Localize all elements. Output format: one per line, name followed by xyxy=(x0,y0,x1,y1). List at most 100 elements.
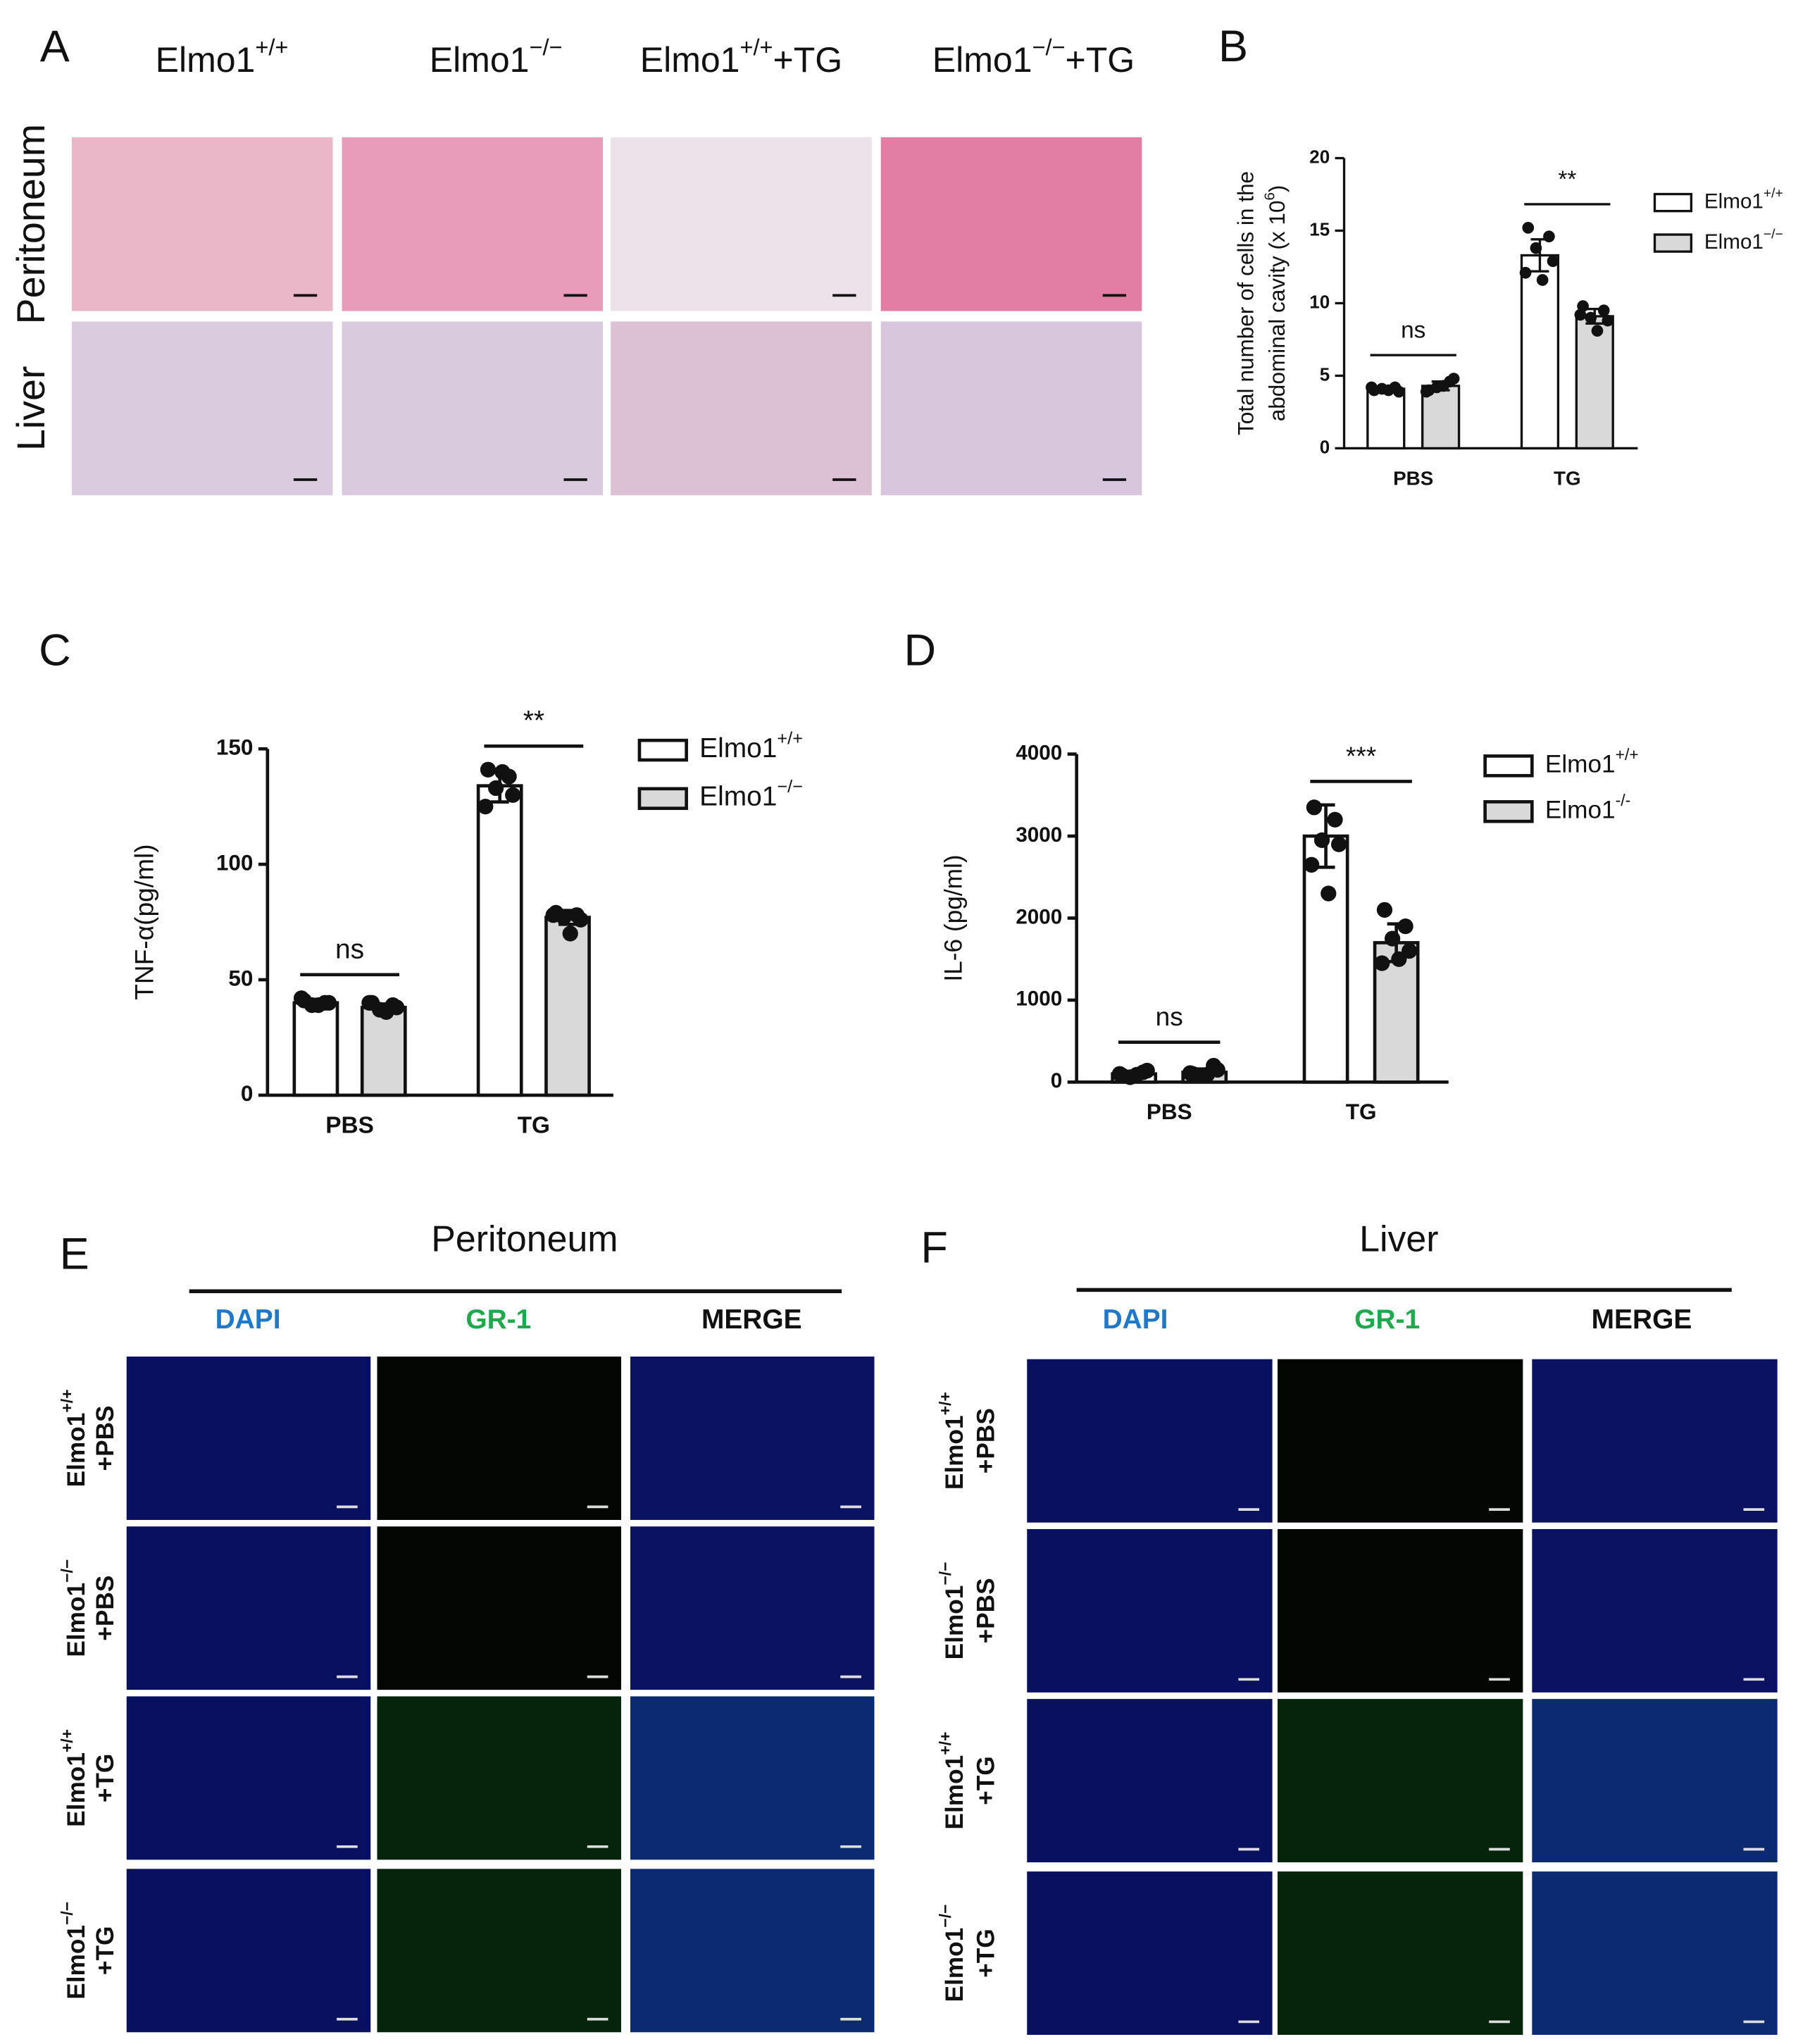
label: +PBS xyxy=(92,1576,119,1641)
superscript: +/+ xyxy=(58,1729,76,1752)
label: Elmo1+/+ xyxy=(936,1732,968,1830)
label: Elmo1−/−+TG xyxy=(932,35,1135,80)
data-point xyxy=(1437,380,1449,392)
micrograph xyxy=(1532,1528,1778,1693)
x-tick-label: PBS xyxy=(325,1112,374,1138)
panel-letter: D xyxy=(904,625,936,675)
legend-label: Elmo1 xyxy=(1545,797,1616,824)
y-tick-label: 20 xyxy=(1309,147,1330,167)
superscript: −/− xyxy=(58,1902,76,1925)
label-part: IL-6 (pg/ml) xyxy=(940,854,968,981)
data-point xyxy=(1199,1066,1216,1083)
label-part: Elmo1 xyxy=(942,1415,969,1490)
significance-label: ns xyxy=(335,935,364,965)
label: Elmo1−/− xyxy=(1704,227,1783,254)
micrograph xyxy=(377,1869,621,2033)
channel-label: DAPI xyxy=(1103,1304,1168,1335)
superscript: −/− xyxy=(936,1905,954,1928)
significance-label: ** xyxy=(1558,166,1576,192)
data-point xyxy=(545,907,561,923)
micrograph xyxy=(377,1696,621,1860)
label-part: +TG xyxy=(973,1928,1000,1978)
data-point xyxy=(1547,255,1559,268)
superscript: +/+ xyxy=(255,35,288,60)
legend-swatch xyxy=(637,738,688,762)
significance-label: *** xyxy=(1346,741,1376,771)
data-point xyxy=(478,799,494,815)
micrograph xyxy=(1027,1699,1273,1863)
legend-label: +/+ xyxy=(1764,187,1783,201)
data-point xyxy=(1530,242,1542,254)
label-part: +TG xyxy=(973,1756,1000,1805)
label: +TG xyxy=(973,1928,1000,1978)
micrograph xyxy=(71,321,333,496)
data-point xyxy=(1306,799,1323,816)
micrograph xyxy=(1027,1528,1273,1693)
y-tick-label: 50 xyxy=(228,965,253,990)
x-tick-label: TG xyxy=(1554,467,1581,489)
bar xyxy=(1366,387,1406,450)
micrograph xyxy=(1278,1871,1523,2036)
superscript: +/+ xyxy=(739,35,773,60)
label-part: Elmo1 xyxy=(942,1928,969,2002)
data-point xyxy=(480,761,497,778)
legend-label: Elmo1 xyxy=(1545,751,1616,778)
significance-label: ns xyxy=(1156,1002,1183,1031)
data-point xyxy=(1376,902,1393,918)
micrograph xyxy=(342,321,604,496)
micrograph xyxy=(71,137,333,311)
data-point xyxy=(1182,1065,1198,1081)
superscript: 6 xyxy=(1263,192,1278,200)
legend-label: +/+ xyxy=(777,728,803,748)
micrograph xyxy=(1532,1871,1778,2036)
micrograph xyxy=(630,1869,875,2033)
x-tick-label: TG xyxy=(1346,1099,1377,1124)
data-point xyxy=(1374,955,1390,971)
label: +TG xyxy=(973,1756,1000,1805)
panel-title: Liver xyxy=(1359,1219,1438,1259)
x-tick-label: PBS xyxy=(1393,467,1433,489)
data-point xyxy=(1304,856,1320,873)
data-point xyxy=(1591,325,1604,337)
label: Elmo1+/++TG xyxy=(640,35,842,80)
micrograph xyxy=(1278,1359,1523,1523)
label: +TG xyxy=(92,1926,119,1976)
legend-label: Elmo1 xyxy=(699,782,777,812)
label: +PBS xyxy=(92,1405,119,1471)
legend-label: Elmo1 xyxy=(1704,230,1764,254)
y-tick-label: 0 xyxy=(1320,437,1330,457)
label-part: Elmo1 xyxy=(942,1755,969,1830)
label: +PBS xyxy=(973,1408,1000,1473)
panel-letter: C xyxy=(39,625,70,675)
channel-label: MERGE xyxy=(701,1304,802,1335)
superscript: −/− xyxy=(529,35,562,60)
y-tick-label: 2000 xyxy=(1016,905,1062,928)
data-point xyxy=(1397,918,1413,935)
label-part: Elmo1 xyxy=(430,40,530,80)
data-point xyxy=(505,787,521,803)
y-tick-label: 0 xyxy=(1051,1069,1062,1092)
label-part: Elmo1 xyxy=(640,40,740,80)
micrograph xyxy=(1532,1699,1778,1863)
data-point xyxy=(1321,885,1337,902)
legend-swatch xyxy=(1653,233,1693,253)
label: Elmo1+/+ xyxy=(1545,745,1639,778)
bar xyxy=(1302,834,1349,1084)
label-part: Elmo1 xyxy=(63,1752,90,1827)
label-part: ) xyxy=(1264,185,1290,193)
bar xyxy=(1520,254,1560,450)
micrograph xyxy=(342,137,604,311)
legend-label: Elmo1 xyxy=(1704,189,1764,213)
label-part: Total number of cells in the xyxy=(1233,171,1259,435)
y-tick-label: 15 xyxy=(1309,220,1330,239)
bar xyxy=(1575,315,1614,450)
data-point xyxy=(1111,1066,1128,1082)
label-part: Elmo1 xyxy=(63,1925,90,2000)
label-part: +PBS xyxy=(973,1408,1000,1473)
label: Elmo1+/+ xyxy=(58,1729,90,1827)
y-axis-label: abdominal cavity (x 106) xyxy=(1263,185,1290,422)
label-part: abdominal cavity (x 10 xyxy=(1264,201,1290,422)
label-part: Elmo1 xyxy=(932,40,1032,80)
label-part: +TG xyxy=(92,1926,119,1976)
data-point xyxy=(378,1004,394,1021)
